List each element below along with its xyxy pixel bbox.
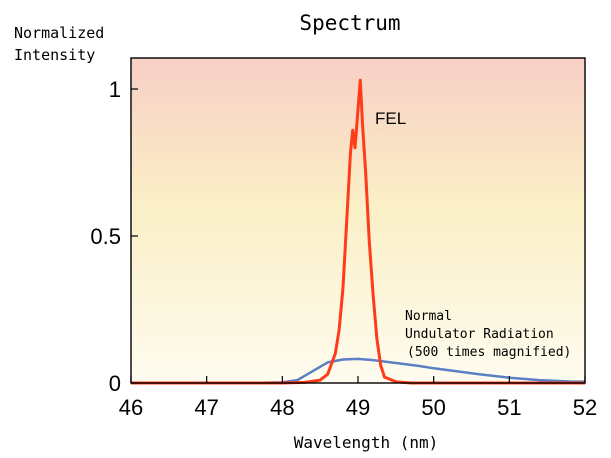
annotation-undulator-line1: Normal: [405, 309, 452, 324]
series-line-fel: [131, 78, 585, 385]
x-tick-label: 47: [194, 395, 218, 420]
x-axis-label: Wavelength (nm): [294, 433, 439, 452]
series-line-undulator: [131, 357, 586, 385]
y-axis-label-line1: Normalized: [14, 24, 104, 42]
annotation-fel: FEL: [375, 109, 406, 128]
y-tick-label: 0: [109, 371, 121, 396]
y-tick-label: 0.5: [90, 224, 121, 249]
chart-title: Spectrum: [299, 11, 400, 35]
x-tick-label: 49: [346, 395, 370, 420]
x-tick-label: 48: [270, 395, 294, 420]
ticks-layer: 46 47 48 49 50 51 52 0 0.5 1: [90, 77, 597, 420]
y-axis-label-line2: Intensity: [14, 46, 95, 64]
x-tick-label: 51: [497, 395, 521, 420]
annotation-undulator-line2: Undulator Radiation: [405, 327, 554, 342]
series-layer: [131, 78, 586, 385]
y-tick-label: 1: [109, 77, 121, 102]
x-tick-label: 52: [573, 395, 597, 420]
x-tick-label: 50: [421, 395, 445, 420]
annotation-undulator-line3: (500 times magnified): [407, 345, 571, 360]
x-tick-label: 46: [119, 395, 143, 420]
